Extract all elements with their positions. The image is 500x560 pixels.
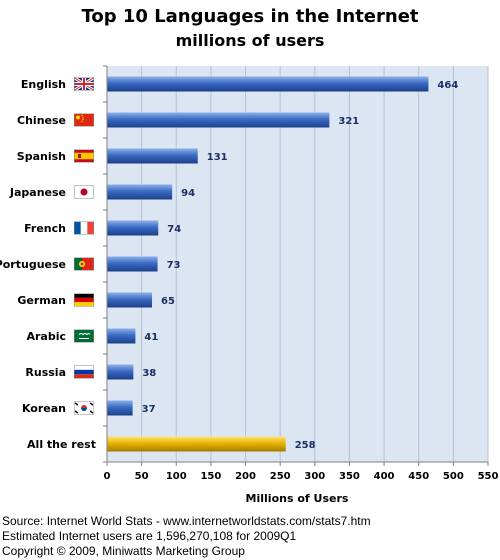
plot-area — [107, 66, 488, 462]
spain-flag-icon — [74, 149, 94, 163]
bar-russia — [107, 364, 134, 380]
bar-japanese — [107, 184, 173, 200]
bar-arabic — [107, 328, 136, 344]
category-label: Arabic — [26, 330, 66, 343]
germany-flag-icon — [74, 293, 94, 307]
estimate-note: Estimated Internet users are 1,596,270,1… — [2, 529, 297, 543]
bar-all-the-rest — [107, 436, 286, 452]
data-label: 37 — [142, 404, 156, 415]
x-tick-label: 550 — [478, 471, 499, 482]
saudi-arabia-flag-icon — [74, 329, 94, 343]
chart: Top 10 Languages in the Internet million… — [0, 6, 499, 505]
china-flag-icon — [74, 113, 94, 127]
russia-flag-icon — [74, 365, 94, 379]
bar-english — [107, 76, 429, 92]
category-label: English — [21, 78, 66, 91]
category-label: Russia — [25, 366, 66, 379]
copyright-note: Copyright © 2009, Miniwatts Marketing Gr… — [2, 544, 245, 558]
source-note: Source: Internet World Stats - www.inter… — [2, 514, 371, 528]
grid-lines — [141, 66, 489, 462]
x-tick-label: 250 — [270, 471, 291, 482]
data-label: 41 — [144, 332, 158, 343]
category-label: Spanish — [17, 150, 66, 163]
portugal-flag-icon — [74, 257, 94, 271]
x-tick-label: 400 — [374, 471, 395, 482]
france-flag-icon — [74, 221, 94, 235]
x-tick-label: 350 — [339, 471, 360, 482]
x-axis-ticks: 0 50 100 150 200 250 300 350 400 450 500 550 — [103, 65, 499, 482]
bar-german — [107, 292, 153, 308]
category-label: Japanese — [9, 186, 66, 199]
category-label: Chinese — [17, 114, 66, 127]
data-label: 258 — [295, 440, 316, 451]
category-label: Portuguese — [0, 258, 66, 271]
uk-flag-icon — [73, 76, 95, 92]
bar-french — [107, 220, 159, 236]
category-label: All the rest — [27, 438, 96, 451]
category-labels: English Chinese Spanish Japanese French Portu… — [0, 78, 96, 451]
south-korea-flag-icon — [74, 401, 94, 415]
bar-portuguese — [107, 256, 158, 272]
bar-korean — [107, 400, 133, 416]
bars — [107, 76, 429, 452]
data-label: 38 — [142, 368, 156, 379]
x-tick-label: 450 — [408, 471, 429, 482]
category-label: Korean — [22, 402, 66, 415]
data-label: 131 — [207, 152, 228, 163]
chart-subtitle: millions of users — [176, 31, 325, 50]
x-tick-label: 150 — [200, 471, 221, 482]
x-tick-label: 0 — [104, 471, 111, 482]
x-tick-label: 300 — [304, 471, 325, 482]
data-label: 94 — [181, 188, 195, 199]
data-label: 65 — [161, 296, 175, 307]
category-label: German — [17, 294, 66, 307]
value-labels: 464 321 131 94 74 73 65 41 38 37 258 — [142, 80, 459, 451]
x-tick-label: 200 — [235, 471, 256, 482]
japan-flag-icon — [74, 185, 94, 199]
data-label: 73 — [167, 260, 181, 271]
chart-title: Top 10 Languages in the Internet — [81, 6, 418, 27]
data-label: 321 — [338, 116, 359, 127]
data-label: 74 — [167, 224, 181, 235]
flags — [73, 76, 95, 415]
x-tick-label: 50 — [135, 471, 149, 482]
category-label: French — [24, 222, 66, 235]
data-label: 464 — [437, 80, 458, 91]
x-tick-label: 100 — [166, 471, 187, 482]
x-tick-label: 500 — [443, 471, 464, 482]
bar-chinese — [107, 112, 330, 128]
x-axis-label: Millions of Users — [246, 492, 349, 505]
bar-spanish — [107, 148, 198, 164]
